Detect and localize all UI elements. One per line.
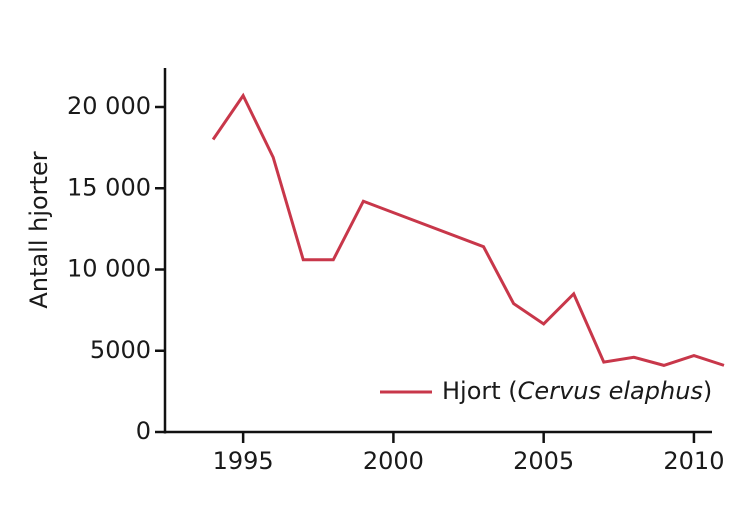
y-tick-label: 10 000 [67, 255, 151, 283]
x-tick-label: 2000 [363, 447, 424, 475]
y-tick-label: 15 000 [67, 173, 151, 201]
x-tick-label: 2005 [513, 447, 574, 475]
x-tick-label: 2010 [663, 447, 724, 475]
y-tick-label: 0 [136, 417, 151, 445]
y-tick-label: 20 000 [67, 92, 151, 120]
legend-label: Hjort (Cervus elaphus) [442, 377, 712, 405]
y-tick-label: 5000 [90, 336, 151, 364]
x-tick-label: 1995 [213, 447, 274, 475]
y-axis-label: Antall hjorter [25, 151, 53, 308]
data-line [211, 92, 725, 367]
